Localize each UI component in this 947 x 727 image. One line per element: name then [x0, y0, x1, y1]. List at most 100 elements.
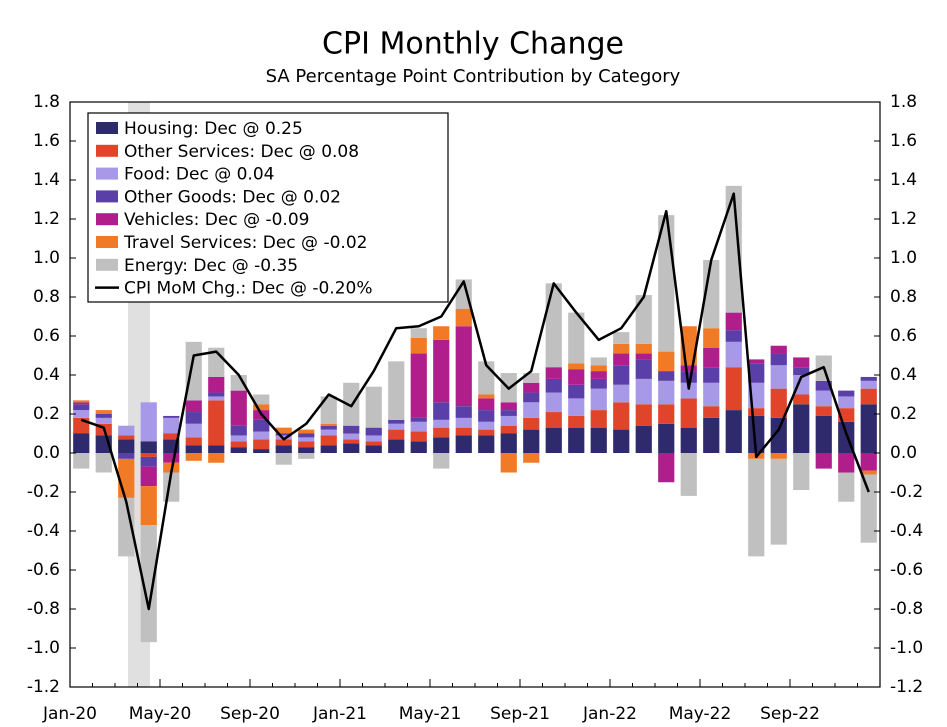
bar: [838, 396, 855, 409]
x-tick-label: Jan-21: [312, 704, 367, 724]
bar: [185, 400, 202, 413]
legend-swatch: [96, 190, 118, 203]
y-tick-label: 0.6: [33, 326, 60, 346]
bar: [500, 402, 517, 411]
bar: [725, 330, 742, 342]
bar: [140, 456, 157, 467]
bar: [478, 421, 495, 430]
bar: [253, 449, 270, 453]
bar: [455, 406, 472, 418]
bar: [95, 414, 112, 418]
y2-tick-label: -0.6: [890, 560, 923, 580]
bar: [298, 441, 315, 448]
legend-label: Vehicles: Dec @ -0.09: [124, 210, 309, 230]
y-tick-label: -0.8: [27, 599, 60, 619]
bar: [118, 439, 135, 453]
bar: [230, 375, 247, 391]
bar: [770, 388, 787, 418]
x-tick-label: May-20: [129, 704, 192, 724]
bar: [320, 445, 337, 453]
bar: [613, 343, 630, 354]
bar: [140, 525, 157, 643]
plot-frame: [69, 101, 881, 688]
bar: [163, 417, 180, 434]
bar: [185, 437, 202, 446]
bar: [208, 400, 225, 446]
bar: [770, 353, 787, 366]
bar: [73, 404, 90, 411]
bar: [523, 392, 540, 403]
bar: [770, 458, 787, 545]
bar: [298, 447, 315, 453]
bar: [365, 427, 382, 436]
bar: [73, 453, 90, 469]
y2-tick-label: 1.0: [890, 248, 917, 268]
x-tick-label: Jan-22: [582, 704, 637, 724]
bar: [568, 369, 585, 385]
bar: [725, 367, 742, 411]
bar: [478, 394, 495, 399]
y2-tick-label: -1.2: [890, 677, 923, 697]
bar: [635, 378, 652, 405]
bar: [545, 427, 562, 453]
bar: [725, 410, 742, 453]
bar: [860, 376, 877, 381]
bar: [343, 425, 360, 434]
bar: [703, 382, 720, 407]
bar: [658, 423, 675, 453]
bar: [410, 328, 427, 338]
bar: [185, 423, 202, 438]
bar: [478, 410, 495, 422]
y2-tick-label: 0.6: [890, 326, 917, 346]
bar: [748, 415, 765, 453]
bar: [118, 458, 135, 498]
bar: [253, 404, 270, 411]
bar: [455, 435, 472, 453]
bar: [703, 347, 720, 368]
bar: [185, 341, 202, 401]
bar: [253, 419, 270, 432]
legend-label: Housing: Dec @ 0.25: [124, 119, 303, 139]
bar: [590, 378, 607, 389]
bar: [388, 439, 405, 453]
y-tick-label: -0.4: [27, 521, 60, 541]
bar: [680, 427, 697, 453]
y2-tick-label: -1.0: [890, 638, 923, 658]
bar: [658, 404, 675, 424]
bar: [860, 404, 877, 453]
bar: [275, 435, 292, 440]
bar: [163, 453, 180, 463]
bar: [388, 361, 405, 420]
bar: [703, 328, 720, 348]
bar: [658, 351, 675, 372]
legend-label: Food: Dec @ 0.04: [124, 165, 274, 185]
bar: [613, 353, 630, 366]
bar: [748, 363, 765, 383]
bar: [613, 332, 630, 344]
bar: [748, 408, 765, 416]
bar: [635, 295, 652, 344]
bar: [208, 376, 225, 393]
bar: [523, 429, 540, 453]
bar: [793, 367, 810, 375]
bar: [410, 421, 427, 432]
bar: [455, 326, 472, 407]
bar: [275, 439, 292, 446]
legend-swatch: [96, 236, 118, 248]
bar: [680, 398, 697, 428]
bar: [590, 357, 607, 366]
bar: [793, 357, 810, 368]
bar: [770, 417, 787, 453]
bar: [545, 283, 562, 368]
bar: [613, 429, 630, 453]
legend-label: Other Goods: Dec @ 0.02: [124, 187, 341, 207]
bar: [95, 453, 112, 473]
legend-label: Other Services: Dec @ 0.08: [124, 142, 359, 162]
bar: [298, 429, 315, 434]
bar: [230, 441, 247, 448]
bar: [163, 433, 180, 440]
bar: [680, 453, 697, 496]
bar: [410, 441, 427, 453]
bar: [343, 433, 360, 440]
bar: [478, 435, 495, 453]
